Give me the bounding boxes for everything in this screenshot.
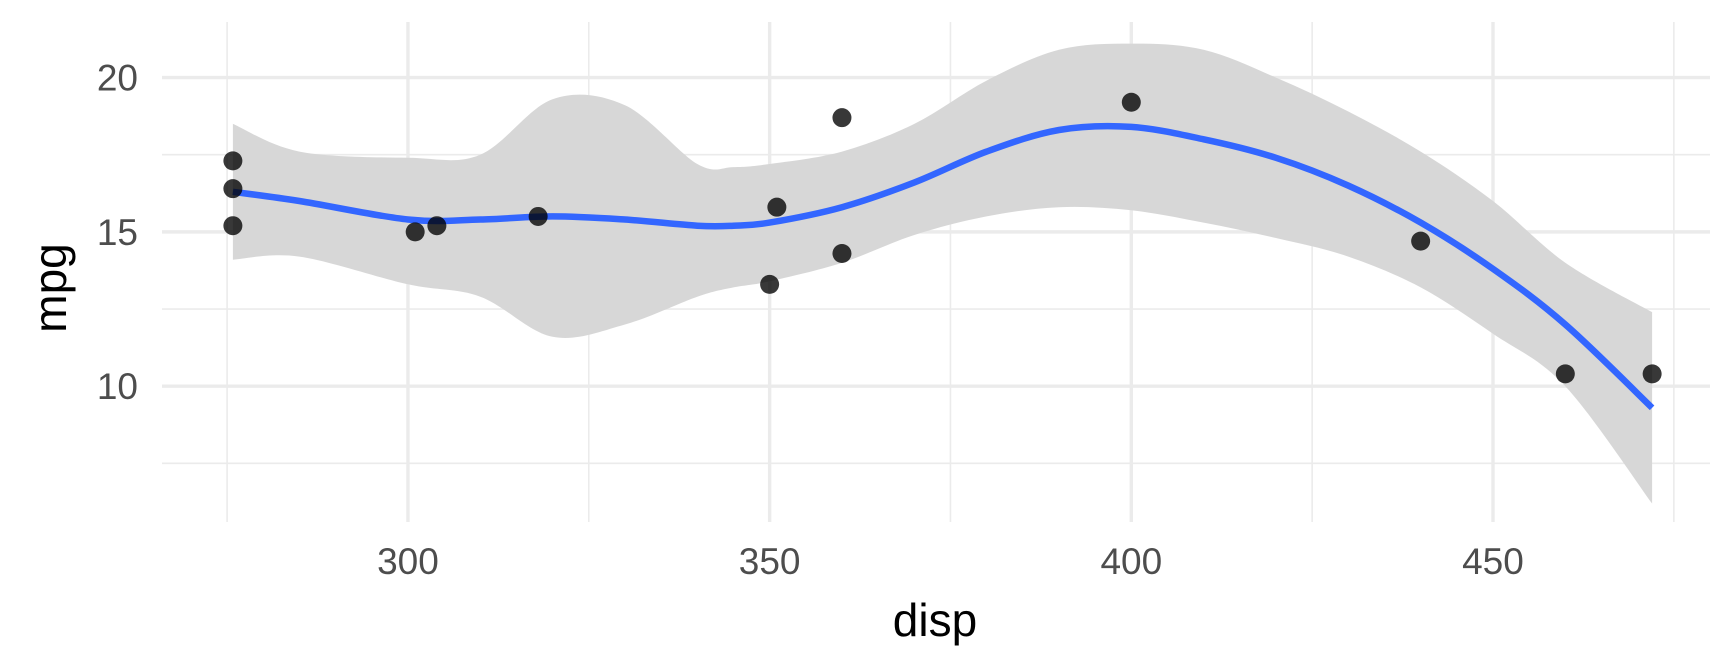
- confidence-band-layer: [232, 43, 1653, 504]
- data-point: [760, 274, 780, 294]
- data-point: [427, 216, 447, 236]
- data-point: [832, 108, 852, 128]
- y-tick-label: 15: [97, 212, 138, 253]
- data-point: [528, 206, 548, 226]
- data-point: [1555, 364, 1575, 384]
- data-point: [1642, 364, 1662, 384]
- x-axis-title: disp: [893, 594, 977, 646]
- y-axis-title: mpg: [24, 243, 76, 332]
- x-tick-label: 450: [1462, 541, 1524, 582]
- y-tick-label: 20: [97, 58, 138, 99]
- data-point: [223, 179, 243, 199]
- tick-labels-layer: 300 350 400 450 10 15 20: [97, 58, 1524, 582]
- data-point: [1411, 231, 1431, 251]
- data-point: [223, 216, 243, 236]
- smooth-line-layer: [232, 122, 1655, 411]
- smooth-line: [232, 122, 1655, 411]
- x-tick-label: 400: [1100, 541, 1162, 582]
- confidence-band: [232, 43, 1653, 504]
- x-tick-label: 350: [739, 541, 801, 582]
- y-tick-label: 10: [97, 366, 138, 407]
- x-tick-label: 300: [377, 541, 439, 582]
- data-point: [767, 197, 787, 217]
- data-point: [405, 222, 425, 242]
- data-point: [223, 151, 243, 171]
- data-point: [832, 243, 852, 263]
- data-point: [1121, 92, 1141, 112]
- points-layer: [223, 92, 1662, 384]
